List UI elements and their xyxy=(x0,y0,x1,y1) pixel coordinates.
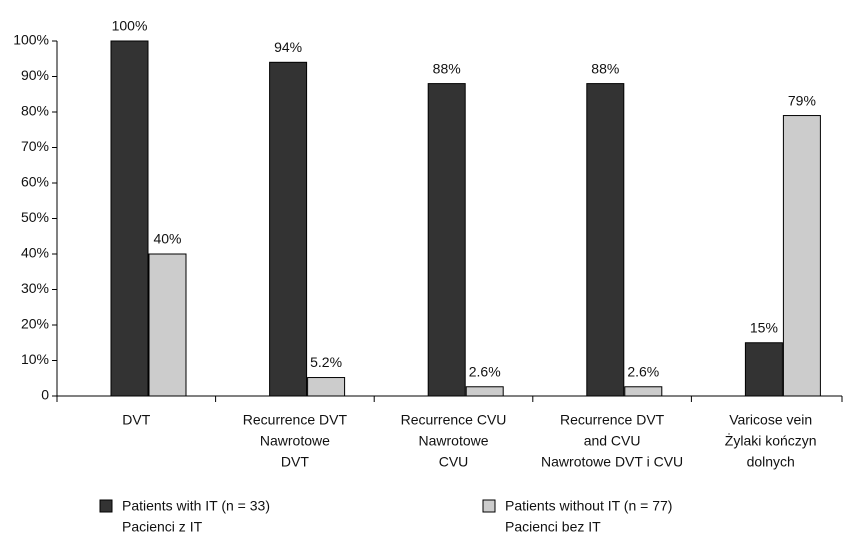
value-label: 94% xyxy=(274,39,302,55)
x-tick-label: Recurrence DVT xyxy=(243,412,348,428)
bar xyxy=(465,386,504,397)
value-label: 2.6% xyxy=(469,363,501,379)
value-label: 100% xyxy=(112,18,148,34)
x-tick-label: Varicose vein xyxy=(729,412,812,428)
value-label: 5.2% xyxy=(310,354,342,370)
y-tick-label: 80% xyxy=(21,103,49,119)
bar xyxy=(624,386,663,397)
x-tick-label: DVT xyxy=(122,412,150,428)
y-tick-label: 100% xyxy=(13,32,49,48)
bar xyxy=(148,253,187,397)
bar xyxy=(110,40,149,397)
value-label: 88% xyxy=(591,60,619,76)
x-tick-label: Nawrotowe DVT i CVU xyxy=(541,454,683,470)
y-tick-label: 30% xyxy=(21,280,49,296)
bar xyxy=(269,61,308,397)
legend-label: Patients with IT (n = 33) xyxy=(122,498,270,514)
legend-label: Pacienci z IT xyxy=(122,519,203,535)
x-tick-label: and CVU xyxy=(584,433,641,449)
x-tick-label: CVU xyxy=(439,454,469,470)
legend-label: Patients without IT (n = 77) xyxy=(505,498,672,514)
value-label: 2.6% xyxy=(627,363,659,379)
y-tick-label: 0 xyxy=(41,387,49,403)
y-tick-label: 50% xyxy=(21,209,49,225)
value-label: 79% xyxy=(788,92,816,108)
y-tick-label: 20% xyxy=(21,316,49,332)
y-tick-label: 70% xyxy=(21,138,49,154)
value-label: 15% xyxy=(750,319,778,335)
x-tick-label: Recurrence CVU xyxy=(401,412,507,428)
bar xyxy=(427,83,466,397)
x-tick-label: Recurrence DVT xyxy=(560,412,665,428)
bar xyxy=(586,83,625,397)
bar xyxy=(744,342,783,397)
y-tick-label: 40% xyxy=(21,245,49,261)
y-tick-label: 60% xyxy=(21,174,49,190)
y-tick-label: 90% xyxy=(21,67,49,83)
x-tick-label: Nawrotowe xyxy=(418,433,488,449)
value-label: 88% xyxy=(433,60,461,76)
y-tick-label: 10% xyxy=(21,351,49,367)
bar xyxy=(782,115,821,397)
x-tick-label: DVT xyxy=(281,454,309,470)
x-tick-label: Nawrotowe xyxy=(260,433,330,449)
legend-swatch xyxy=(482,499,496,513)
x-tick-label: dolnych xyxy=(747,454,795,470)
bar xyxy=(307,377,346,397)
x-tick-label: Żylaki kończyn xyxy=(725,432,817,449)
legend-label: Pacienci bez IT xyxy=(505,519,601,535)
legend-swatch xyxy=(99,499,113,513)
value-label: 40% xyxy=(153,231,181,247)
